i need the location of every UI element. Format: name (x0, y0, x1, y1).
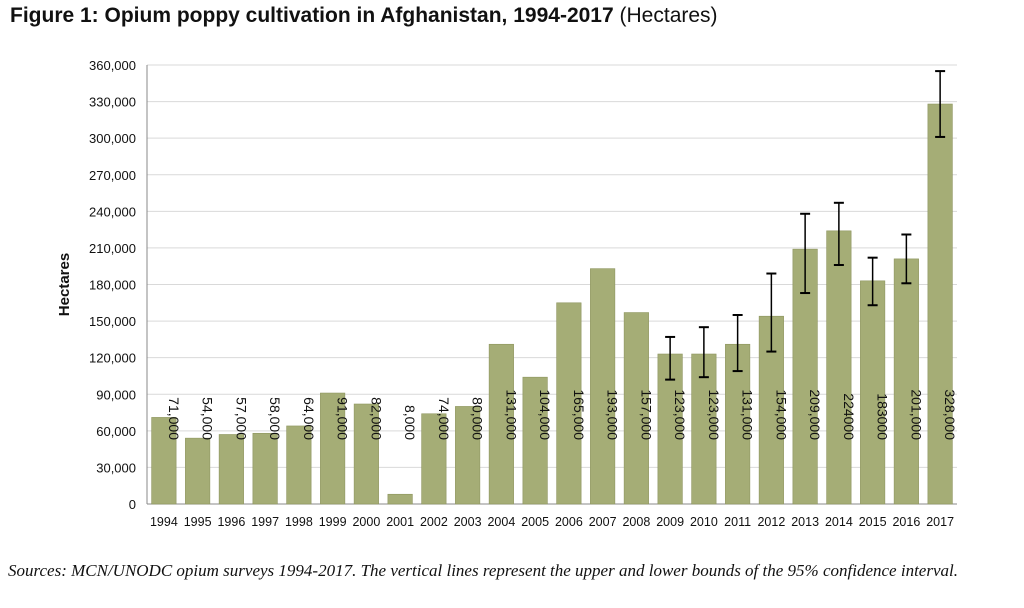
y-tick-label: 360,000 (89, 58, 136, 73)
x-tick-label: 1996 (217, 515, 245, 529)
x-tick-label: 2015 (859, 515, 887, 529)
data-label: 123,000 (672, 389, 688, 440)
x-tick-label: 2007 (589, 515, 617, 529)
x-tick-label: 2000 (352, 515, 380, 529)
x-tick-label: 2001 (386, 515, 414, 529)
data-label: 157,000 (638, 389, 654, 440)
bar (218, 434, 244, 505)
bar (522, 376, 548, 505)
y-tick-label: 330,000 (89, 95, 136, 110)
data-label: 154,000 (773, 389, 789, 440)
x-tick-label: 2005 (521, 515, 549, 529)
bar (286, 425, 312, 505)
data-label: 74,000 (436, 397, 452, 440)
data-label: 165,000 (571, 389, 587, 440)
bar (488, 343, 514, 505)
x-tick-label: 2011 (724, 515, 751, 529)
x-tick-label: 2013 (791, 515, 819, 529)
y-tick-label: 30,000 (96, 460, 136, 475)
data-label: 8,000 (402, 405, 418, 440)
bar (893, 258, 919, 505)
y-tick-label: 180,000 (89, 278, 136, 293)
y-axis-label: Hectares (56, 253, 73, 316)
x-tick-label: 2017 (926, 515, 954, 529)
bar (455, 406, 481, 505)
chart-title: Figure 1: Opium poppy cultivation in Afg… (10, 4, 718, 28)
data-label: 58,000 (267, 397, 283, 440)
data-label: 328,000 (942, 389, 958, 440)
x-tick-label: 2010 (690, 515, 718, 529)
y-tick-label: 240,000 (89, 204, 136, 219)
bar (860, 280, 886, 505)
y-tick-label: 90,000 (96, 387, 136, 402)
bar (185, 437, 211, 505)
y-tick-label: 120,000 (89, 351, 136, 366)
bar (556, 302, 582, 505)
y-tick-label: 0 (129, 497, 136, 512)
chart-title-main: Figure 1: Opium poppy cultivation in Afg… (10, 4, 614, 27)
data-label: 57,000 (233, 397, 249, 440)
x-tick-label: 2003 (454, 515, 482, 529)
x-tick-label: 2004 (487, 515, 515, 529)
data-label: 201,000 (908, 389, 924, 440)
x-tick-label: 2016 (892, 515, 920, 529)
data-label: 131,000 (740, 389, 756, 440)
data-label: 71,000 (166, 397, 182, 440)
x-tick-label: 1998 (285, 515, 313, 529)
data-label: 131,000 (503, 389, 519, 440)
data-label: 104,000 (537, 389, 553, 440)
x-tick-label: 2008 (622, 515, 650, 529)
bar (421, 413, 447, 505)
y-tick-label: 210,000 (89, 241, 136, 256)
y-tick-label: 150,000 (89, 314, 136, 329)
x-tick-label: 1995 (184, 515, 212, 529)
bar (320, 392, 346, 505)
data-label: 209,000 (807, 389, 823, 440)
bar-chart: 0 30,000 60,000 90,000 120,000 150,000 180,000… (56, 58, 958, 529)
data-label: 80,000 (470, 397, 486, 440)
data-label: 123,000 (706, 389, 722, 440)
chart-title-unit: (Hectares) (619, 4, 718, 27)
x-tick-label: 1999 (319, 515, 347, 529)
data-label: 193,000 (605, 389, 621, 440)
bar (590, 268, 616, 505)
y-tick-label: 300,000 (89, 131, 136, 146)
x-tick-label: 2012 (757, 515, 785, 529)
bar (927, 103, 953, 505)
x-tick-label: 2014 (825, 515, 853, 529)
y-tick-label: 60,000 (96, 424, 136, 439)
data-label: 224000 (841, 393, 857, 440)
bar (387, 493, 413, 505)
data-label: 54,000 (200, 397, 216, 440)
bar (826, 230, 852, 505)
x-tick-label: 1994 (150, 515, 178, 529)
x-tick-label: 2006 (555, 515, 583, 529)
sources-note: Sources: MCN/UNODC opium surveys 1994-20… (8, 561, 958, 580)
x-tick-label: 2009 (656, 515, 684, 529)
data-label: 82,000 (368, 397, 384, 440)
bar (353, 403, 379, 505)
bar (623, 312, 649, 505)
data-label: 64,000 (301, 397, 317, 440)
data-label: 91,000 (335, 397, 351, 440)
bar (151, 417, 177, 505)
data-label: 183000 (875, 393, 891, 440)
x-tick-label: 1997 (251, 515, 279, 529)
bar (252, 432, 278, 505)
bar (691, 353, 717, 505)
bar (725, 343, 751, 505)
y-tick-label: 270,000 (89, 168, 136, 183)
x-tick-label: 2002 (420, 515, 448, 529)
